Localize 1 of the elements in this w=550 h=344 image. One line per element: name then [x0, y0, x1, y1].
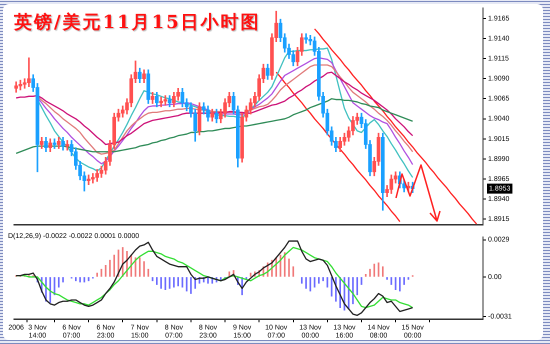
- chart-title: 英镑/美元11月15日小时图: [14, 11, 261, 34]
